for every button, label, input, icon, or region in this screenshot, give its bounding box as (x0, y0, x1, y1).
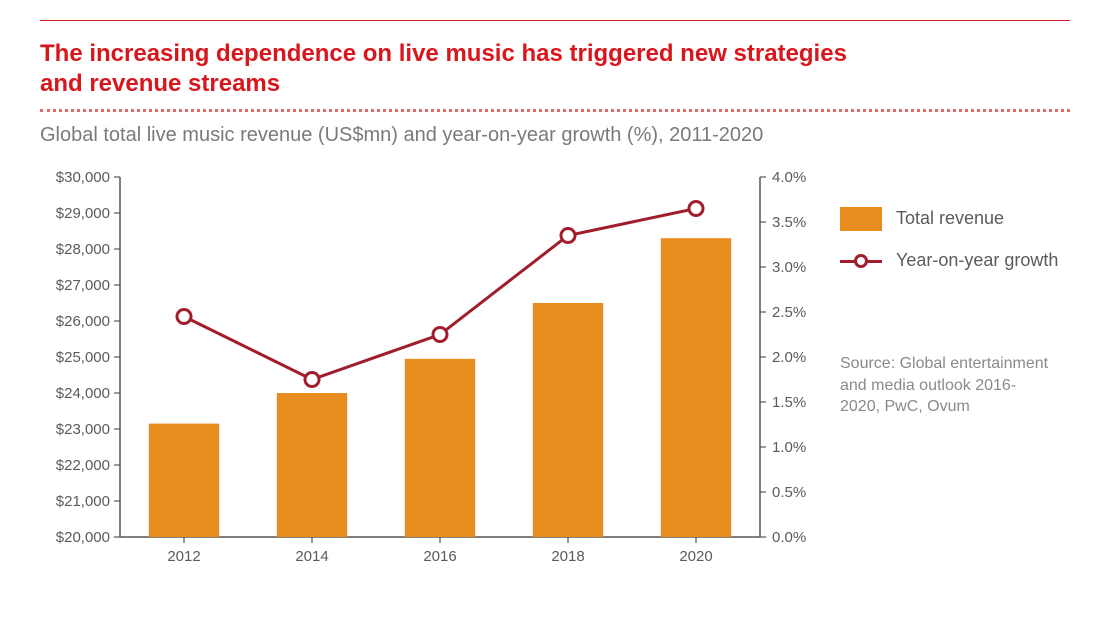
bar (405, 359, 475, 537)
y-right-tick-label: 3.0% (772, 259, 806, 276)
y-left-tick-label: $26,000 (56, 313, 110, 330)
legend-item-bar: Total revenue (840, 207, 1058, 231)
y-left-tick-label: $30,000 (56, 169, 110, 186)
y-right-tick-label: 3.5% (772, 214, 806, 231)
source-text: Source: Global entertainment and media o… (840, 353, 1050, 418)
y-left-tick-label: $25,000 (56, 349, 110, 366)
legend-item-line: Year-on-year growth (840, 249, 1058, 273)
y-right-tick-label: 4.0% (772, 169, 806, 186)
bar (661, 238, 731, 537)
growth-marker (433, 328, 447, 342)
bar (277, 393, 347, 537)
growth-marker (689, 202, 703, 216)
y-right-tick-label: 2.0% (772, 349, 806, 366)
y-left-tick-label: $29,000 (56, 205, 110, 222)
y-right-tick-label: 0.5% (772, 484, 806, 501)
y-left-tick-label: $22,000 (56, 457, 110, 474)
y-left-tick-label: $27,000 (56, 277, 110, 294)
growth-marker (561, 229, 575, 243)
y-right-tick-label: 0.0% (772, 529, 806, 546)
bar (533, 303, 603, 537)
chart-container: The increasing dependence on live music … (0, 0, 1110, 624)
y-right-tick-label: 2.5% (772, 304, 806, 321)
legend-line-swatch (840, 249, 882, 273)
x-tick-label: 2020 (679, 548, 712, 565)
y-right-tick-label: 1.5% (772, 394, 806, 411)
legend-bar-label: Total revenue (896, 207, 1004, 230)
y-right-tick-label: 1.0% (772, 439, 806, 456)
legend-line-label: Year-on-year growth (896, 249, 1058, 272)
y-left-tick-label: $23,000 (56, 421, 110, 438)
x-tick-label: 2014 (295, 548, 328, 565)
growth-marker (177, 310, 191, 324)
chart-wrap: $20,000 $21,000 $22,000 $23,000 $24,000 $25,0… (40, 167, 1070, 587)
bar (149, 424, 219, 537)
x-tick-label: 2016 (423, 548, 456, 565)
chart-side-panel: Total revenue Year-on-year growth Source… (840, 167, 1058, 418)
growth-marker (305, 373, 319, 387)
y-left-tick-label: $28,000 (56, 241, 110, 258)
y-left-tick-label: $20,000 (56, 529, 110, 546)
dotted-rule (40, 109, 1070, 112)
y-left-tick-label: $24,000 (56, 385, 110, 402)
growth-line (184, 209, 696, 380)
top-rule (40, 20, 1070, 21)
legend-bar-swatch (840, 207, 882, 231)
x-tick-label: 2012 (167, 548, 200, 565)
x-tick-label: 2018 (551, 548, 584, 565)
chart-subtitle: Global total live music revenue (US$mn) … (40, 124, 1070, 147)
y-left-tick-label: $21,000 (56, 493, 110, 510)
combo-chart: $20,000 $21,000 $22,000 $23,000 $24,000 $25,0… (40, 167, 820, 587)
chart-title: The increasing dependence on live music … (40, 39, 860, 99)
